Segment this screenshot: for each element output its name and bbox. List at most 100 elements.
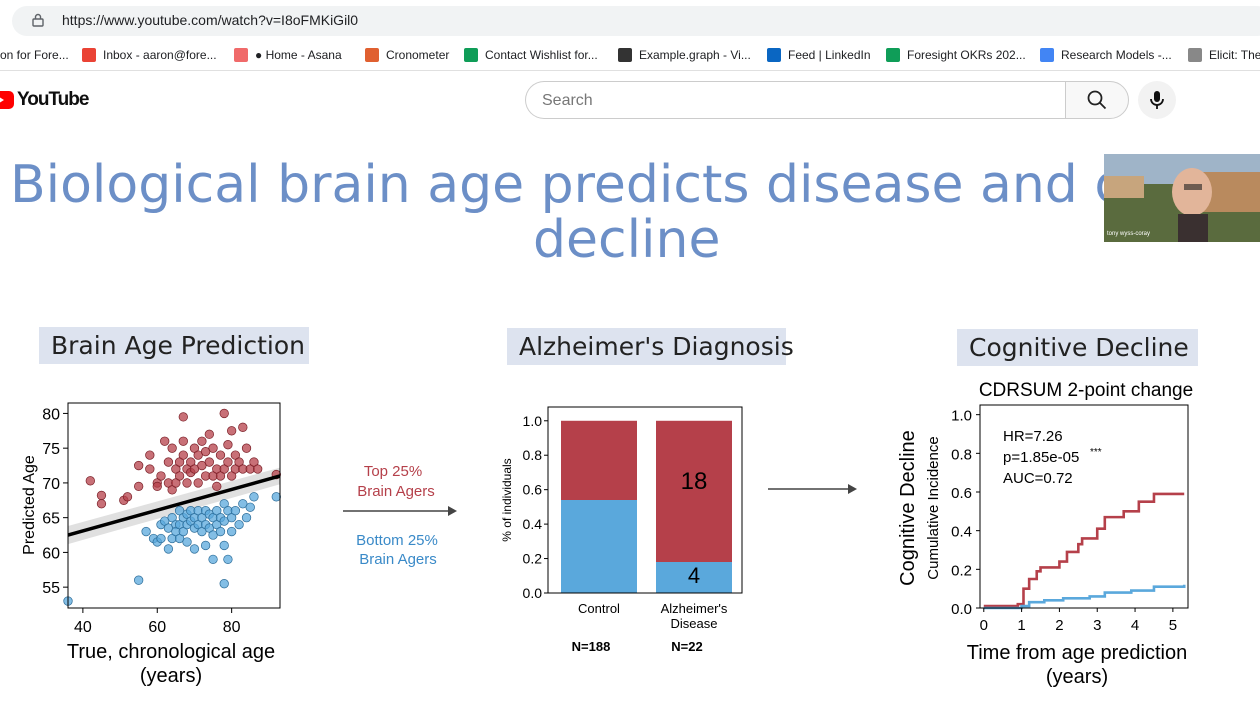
search-icon — [1087, 90, 1107, 110]
red-point — [241, 443, 252, 453]
y-tick-label: 0.0 — [951, 601, 972, 618]
blue-point — [200, 519, 211, 530]
blue-point — [171, 526, 181, 537]
url-box[interactable] — [12, 6, 1260, 36]
regression-line — [67, 474, 281, 537]
blue-point — [215, 526, 226, 537]
red-point — [234, 457, 244, 467]
microphone-icon — [1150, 91, 1164, 109]
red-point — [134, 460, 144, 471]
blue-point — [186, 506, 196, 516]
red-point — [208, 471, 218, 481]
red-point — [96, 490, 107, 501]
x-tick-label: 40 — [74, 619, 92, 636]
y-tick-label: 0.2 — [523, 551, 543, 567]
y-tick-label: 0.2 — [951, 562, 972, 579]
red-point — [223, 440, 233, 450]
red-point — [174, 471, 185, 481]
y-axis-label: % of individuals — [500, 458, 514, 541]
blue-point — [182, 519, 192, 530]
blue-point — [156, 533, 166, 544]
red-point — [163, 478, 174, 488]
graph-icon — [618, 48, 632, 62]
bookmark-item[interactable]: Feed | LinkedIn — [767, 47, 871, 63]
search-button[interactable] — [1065, 81, 1129, 119]
red-point — [163, 457, 174, 467]
arrow-head — [448, 506, 457, 516]
blue-point — [63, 596, 73, 606]
blue-point — [234, 519, 244, 530]
bar-bottom-agers — [656, 562, 732, 593]
red-point — [193, 478, 203, 488]
blue-point — [215, 513, 226, 523]
bookmark-item[interactable]: Inbox - aaron@fore... — [82, 47, 217, 63]
category-label: Control — [578, 601, 620, 616]
asana-icon — [234, 48, 248, 62]
blue-point — [174, 506, 185, 516]
bookmark-item[interactable]: Foresight OKRs 202... — [886, 47, 1026, 63]
significance-stars: *** — [1090, 447, 1102, 458]
y-tick-label: 1.0 — [951, 408, 972, 425]
red-point — [212, 481, 222, 492]
bookmark-item[interactable]: Research Models -... — [1040, 47, 1172, 63]
search-box[interactable]: Search — [525, 81, 1065, 119]
y-axis-label: Predicted Age — [21, 455, 38, 555]
y-tick-label: 55 — [42, 580, 60, 597]
red-point — [178, 436, 188, 446]
blue-point — [200, 540, 211, 551]
bookmark-label: Feed | LinkedIn — [788, 48, 871, 62]
blue-point — [163, 523, 174, 533]
red-point — [182, 464, 192, 474]
search-input[interactable]: Search — [542, 92, 593, 109]
blue-point — [193, 519, 203, 530]
blue-point — [219, 579, 229, 589]
url-text[interactable]: https://www.youtube.com/watch?v=I8oFMKiG… — [62, 12, 359, 28]
bookmark-label: on for Fore... — [0, 48, 69, 62]
red-point — [238, 422, 248, 432]
confidence-band — [68, 467, 280, 545]
bar-count-red: 18 — [681, 468, 708, 495]
blue-point — [219, 540, 229, 551]
y-tick-label: 0.8 — [523, 447, 543, 463]
bookmark-item[interactable]: Cronometer — [365, 47, 449, 63]
bookmark-item[interactable]: Elicit: The — [1188, 47, 1260, 63]
bookmarks-bar: on for Fore... Inbox - aaron@fore... ● Hom… — [0, 40, 1260, 71]
y-tick-label: 0.4 — [523, 516, 543, 532]
red-point — [85, 476, 95, 486]
blue-point — [163, 544, 174, 554]
red-point — [156, 471, 166, 481]
y-tick-label: 0.6 — [951, 485, 972, 502]
bookmark-item[interactable]: Contact Wishlist for... — [464, 47, 598, 63]
red-point — [223, 457, 233, 467]
plot-frame — [67, 402, 281, 609]
brain-age-header: Brain Age Prediction — [39, 327, 309, 364]
blue-point — [208, 513, 218, 523]
lock-icon[interactable] — [32, 13, 44, 27]
youtube-play-icon[interactable] — [0, 91, 14, 109]
sheets-icon — [886, 48, 900, 62]
bookmark-item[interactable]: ● Home - Asana — [234, 47, 342, 63]
red-point — [204, 429, 214, 439]
blue-point — [156, 519, 166, 530]
blue-point — [271, 492, 281, 502]
y-tick-label: 0.6 — [523, 482, 543, 498]
blue-point — [226, 513, 237, 523]
youtube-logo[interactable]: YouTube — [17, 89, 89, 110]
category-label: Disease — [671, 616, 718, 631]
bottom-agers-curve — [983, 584, 1186, 610]
red-point — [226, 426, 237, 436]
red-point — [186, 457, 196, 467]
bookmark-item[interactable]: on for Fore... — [0, 47, 69, 63]
red-point — [171, 478, 181, 488]
bookmark-label: ● Home - Asana — [255, 48, 342, 62]
red-point — [271, 469, 281, 480]
bookmark-item[interactable]: Example.graph - Vi... — [618, 47, 751, 63]
voice-search-button[interactable] — [1138, 81, 1176, 119]
red-point — [219, 464, 229, 474]
blue-point — [167, 533, 177, 544]
red-point — [230, 464, 241, 474]
red-point — [249, 457, 259, 467]
sheets-icon — [464, 48, 478, 62]
x-tick-label: 1 — [1017, 617, 1025, 634]
blue-point — [178, 526, 188, 537]
